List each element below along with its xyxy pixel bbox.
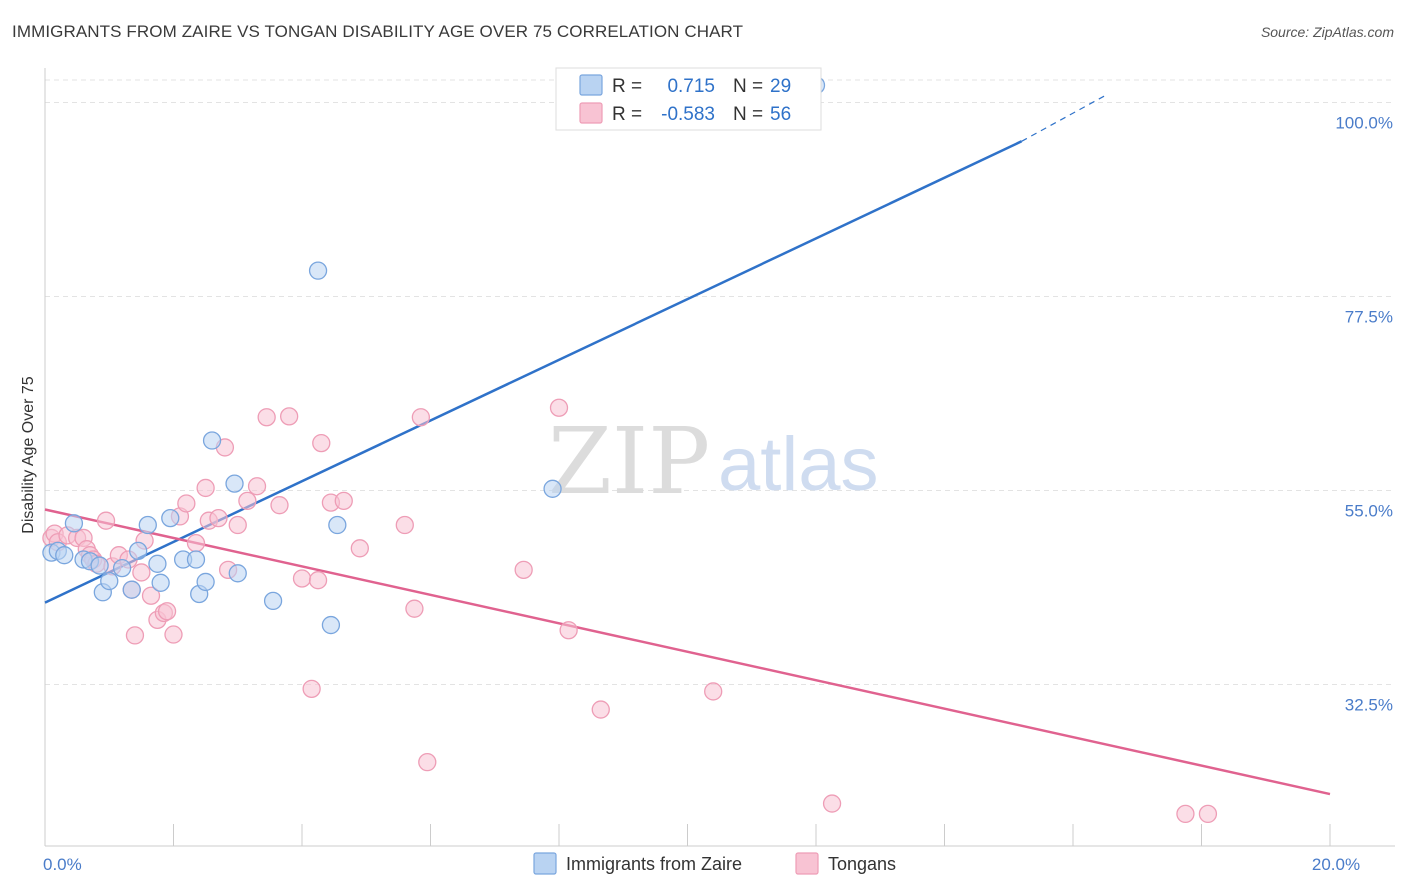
series-legend: Immigrants from Zaire Tongans xyxy=(533,852,896,875)
legend-swatch-zaire xyxy=(579,74,603,96)
point-tongans xyxy=(559,621,578,640)
legend-swatch-tongans xyxy=(579,102,603,124)
point-tongans xyxy=(132,563,151,582)
y-tick-labels: 32.5% 55.0% 77.5% 100.0% xyxy=(1335,113,1393,714)
point-zaire xyxy=(228,564,247,583)
point-zaire xyxy=(100,571,119,591)
chart-title: IMMIGRANTS FROM ZAIRE VS TONGAN DISABILI… xyxy=(12,22,744,41)
point-tongans xyxy=(514,560,533,580)
point-tongans xyxy=(257,408,276,427)
legend-label-zaire: Immigrants from Zaire xyxy=(566,854,742,874)
watermark: ZIP atlas xyxy=(548,408,879,515)
y-tick-label: 32.5% xyxy=(1345,696,1393,715)
point-tongans xyxy=(228,515,247,535)
point-zaire xyxy=(64,514,84,533)
y-axis-title: Disability Age Over 75 xyxy=(20,376,37,534)
y-tick-label: 100.0% xyxy=(1335,113,1393,132)
point-tongans xyxy=(186,533,206,553)
point-tongans xyxy=(312,433,331,453)
point-tongans xyxy=(177,494,196,513)
point-tongans xyxy=(1198,804,1218,824)
watermark-zip: ZIP xyxy=(548,408,710,515)
point-zaire xyxy=(148,554,167,573)
point-tongans xyxy=(549,398,569,417)
trend-line-zaire-extension xyxy=(1021,95,1106,142)
legend-r-value: 0.715 xyxy=(667,76,715,97)
point-zaire xyxy=(151,573,170,592)
point-zaire xyxy=(90,556,109,575)
point-tongans xyxy=(125,626,145,645)
point-zaire xyxy=(122,580,141,599)
point-zaire xyxy=(202,431,222,450)
point-tongans xyxy=(591,700,610,719)
point-tongans xyxy=(1176,804,1195,824)
legend-r-label: R = xyxy=(612,104,642,125)
point-tongans xyxy=(292,569,312,588)
point-zaire xyxy=(55,546,74,565)
x-tick-labels: 0.0% 20.0% xyxy=(43,855,1360,874)
axes xyxy=(44,68,1395,847)
point-tongans xyxy=(704,682,723,701)
point-zaire xyxy=(196,572,215,592)
point-tongans xyxy=(350,539,369,558)
point-zaire xyxy=(138,515,157,535)
point-tongans xyxy=(247,477,267,496)
legend-label-tongans: Tongans xyxy=(828,854,896,874)
point-tongans xyxy=(238,491,257,511)
point-tongans xyxy=(395,515,414,535)
legend-n-label: N = xyxy=(733,76,763,97)
legend-n-value: 29 xyxy=(770,76,791,97)
point-tongans xyxy=(157,602,177,621)
legend-r-value: -0.583 xyxy=(661,104,715,125)
trend-line-tongans xyxy=(44,508,1331,796)
point-tongans xyxy=(302,679,321,699)
point-zaire xyxy=(543,479,562,498)
point-zaire xyxy=(225,474,244,493)
legend-r-label: R = xyxy=(612,76,642,97)
point-tongans xyxy=(822,794,842,813)
trend-line-zaire xyxy=(44,140,1023,604)
point-zaire xyxy=(129,541,148,561)
x-tick-label: 20.0% xyxy=(1312,855,1360,874)
point-tongans xyxy=(96,511,116,530)
gridlines xyxy=(45,79,1395,686)
correlation-legend: R = 0.715 N = 29 R = -0.583 N = 56 xyxy=(555,67,822,131)
x-tick-label: 0.0% xyxy=(43,855,82,874)
y-tick-label: 77.5% xyxy=(1345,308,1393,327)
point-zaire xyxy=(321,615,341,635)
point-zaire xyxy=(263,591,283,611)
legend-n-value: 56 xyxy=(770,104,791,125)
point-zaire xyxy=(161,508,180,528)
point-tongans xyxy=(418,753,437,772)
point-zaire xyxy=(308,261,328,280)
point-tongans xyxy=(308,571,328,590)
point-tongans xyxy=(334,491,353,511)
point-tongans xyxy=(279,407,299,426)
point-tongans xyxy=(405,599,424,618)
legend-swatch-tongans xyxy=(795,852,819,875)
point-tongans xyxy=(164,625,183,644)
point-tongans xyxy=(411,408,431,427)
point-zaire xyxy=(328,515,347,535)
data-points xyxy=(42,76,1218,824)
legend-n-label: N = xyxy=(733,104,763,125)
point-zaire xyxy=(112,558,132,578)
y-tick-label: 55.0% xyxy=(1345,502,1393,521)
point-tongans xyxy=(209,508,228,528)
point-tongans xyxy=(270,496,289,515)
point-zaire xyxy=(186,550,206,569)
point-tongans xyxy=(141,586,161,605)
watermark-atlas: atlas xyxy=(718,422,879,507)
legend-swatch-zaire xyxy=(533,852,557,875)
source-credit: Source: ZipAtlas.com xyxy=(1260,24,1394,40)
point-tongans xyxy=(196,478,215,498)
